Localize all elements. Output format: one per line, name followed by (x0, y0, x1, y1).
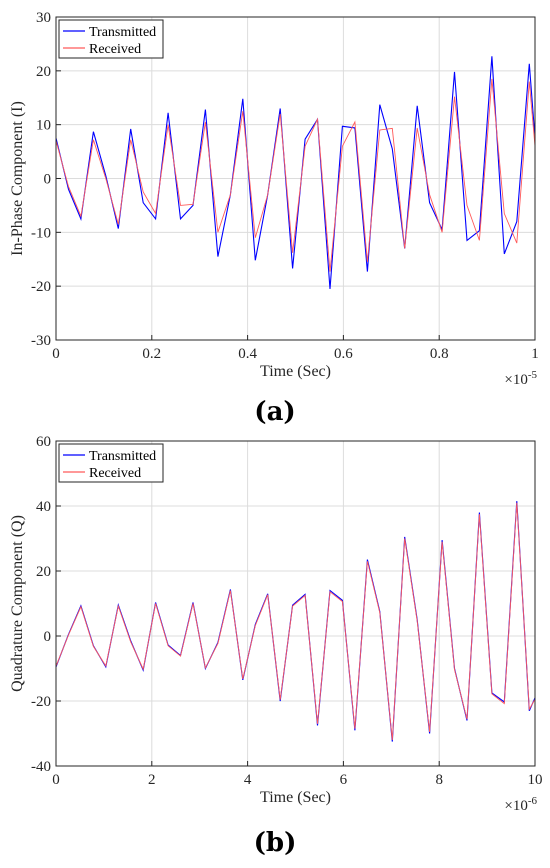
y-tick-label: -20 (31, 694, 51, 710)
y-tick-label: 10 (36, 118, 51, 134)
y-axis-label: In-Phase Component (I) (9, 101, 26, 256)
x-axis-multiplier: ×10-5 (504, 369, 537, 388)
x-tick-label: 2 (148, 772, 156, 788)
y-tick-label: -10 (31, 225, 51, 241)
x-axis-label: Time (Sec) (260, 363, 331, 380)
x-tick-label: 8 (435, 772, 443, 788)
y-tick-label: 20 (36, 564, 51, 580)
x-tick-label: 0.6 (334, 346, 353, 362)
x-tick-label: 0.2 (142, 346, 161, 362)
x-tick-label: 1 (531, 346, 539, 362)
legend-label-received: Received (89, 42, 141, 57)
legend: Transmitted Received (58, 19, 164, 59)
y-tick-label: -40 (31, 759, 51, 775)
legend-label-transmitted: Transmitted (89, 25, 156, 40)
x-tick-label: 0.8 (430, 346, 449, 362)
legend: Transmitted Received (58, 443, 164, 483)
y-tick-label: 40 (36, 499, 51, 515)
x-tick-label: 0 (52, 346, 60, 362)
y-tick-label: 20 (36, 64, 51, 80)
y-tick-label: 0 (44, 629, 52, 645)
x-axis-multiplier-base: ×10 (504, 372, 527, 388)
x-axis-multiplier-exponent: -5 (528, 369, 538, 381)
x-axis-multiplier: ×10-6 (504, 795, 537, 814)
series-lines (55, 501, 536, 742)
x-tick-label: 0.4 (238, 346, 257, 362)
legend-label-received: Received (89, 466, 141, 481)
chart-in-phase: 0 0.2 0.4 0.6 0.8 1 -30 -20 -10 0 10 20 30 Time (Sec… (9, 10, 539, 427)
x-axis-multiplier-exponent: -6 (528, 795, 538, 807)
y-axis-label: Quadrature Component (Q) (9, 515, 26, 692)
y-tick-label: 0 (44, 172, 52, 188)
x-tick-label: 0 (52, 772, 60, 788)
series-lines (55, 56, 536, 289)
plot-frame (55, 440, 536, 767)
x-axis-multiplier-base: ×10 (504, 798, 527, 814)
y-tick-label: -30 (31, 333, 51, 349)
legend-box (58, 19, 164, 59)
series-line-received (55, 78, 536, 272)
legend-label-transmitted: Transmitted (89, 449, 156, 464)
x-tick-label: 10 (528, 772, 543, 788)
x-axis-label: Time (Sec) (260, 789, 331, 806)
tick-labels: 0 2 4 6 8 10 -40 -20 0 20 40 60 (31, 434, 543, 788)
y-tick-label: -20 (31, 279, 51, 295)
x-tick-label: 4 (244, 772, 252, 788)
legend-box (58, 443, 164, 483)
y-tick-label: 30 (36, 10, 51, 26)
x-tick-label: 6 (340, 772, 348, 788)
panel-label-a: (a) (254, 397, 295, 427)
series-line-received (55, 502, 536, 741)
grid-lines (55, 16, 536, 341)
y-tick-label: 60 (36, 434, 51, 450)
chart-quadrature: 0 2 4 6 8 10 -40 -20 0 20 40 60 Time (Sec) Quadratu… (9, 434, 543, 858)
panel-label-b: (b) (254, 828, 297, 858)
tick-labels: 0 0.2 0.4 0.6 0.8 1 -30 -20 -10 0 10 20 30 (31, 10, 539, 362)
